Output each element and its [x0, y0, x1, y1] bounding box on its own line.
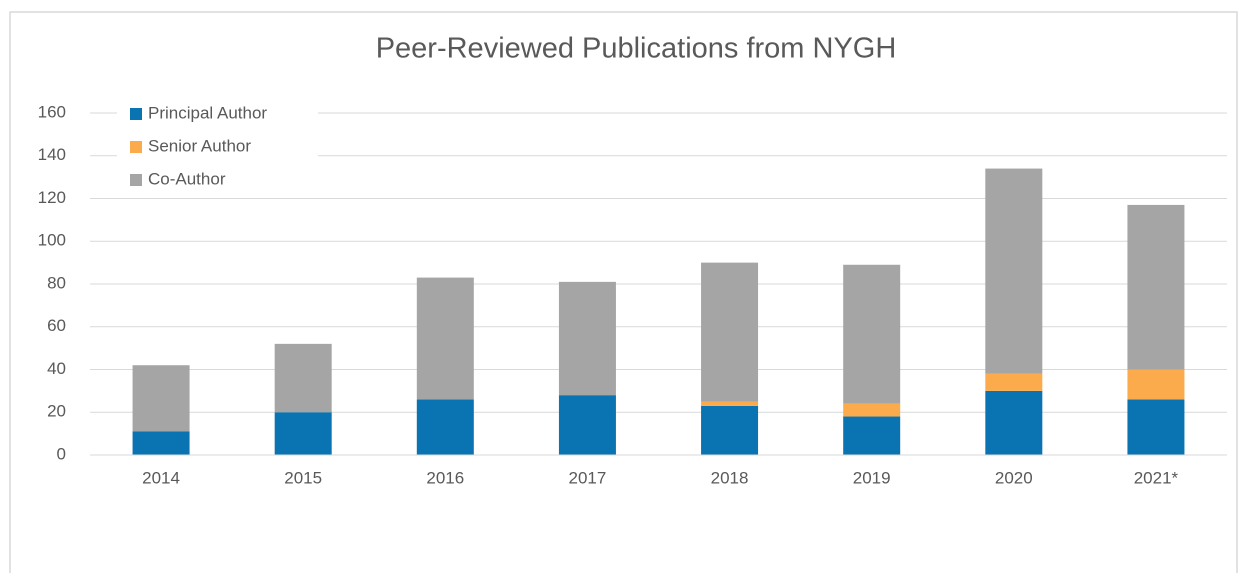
chart-frame: [9, 11, 1238, 573]
x-tick-label: 2021*: [1134, 468, 1179, 487]
bar-segment: [701, 262, 759, 402]
bar-segment: [274, 412, 332, 455]
y-tick-label: 160: [38, 102, 66, 121]
bar-segment: [416, 277, 474, 400]
bar-segment: [558, 395, 616, 455]
bar-segment: [701, 405, 759, 455]
x-tick-label: 2015: [284, 468, 322, 487]
x-tick-label: 2018: [711, 468, 749, 487]
x-tick-label: 2019: [853, 468, 891, 487]
y-tick-label: 120: [38, 188, 66, 207]
bar-segment: [1127, 204, 1185, 370]
legend-swatch: [130, 174, 142, 186]
legend-swatch: [130, 108, 142, 120]
x-tick-label: 2020: [995, 468, 1033, 487]
bar-segment: [985, 390, 1043, 455]
x-tick-label: 2016: [426, 468, 464, 487]
x-tick-label: 2014: [142, 468, 180, 487]
y-tick-label: 0: [57, 444, 66, 463]
bar-segment: [843, 403, 901, 417]
bar-segment: [843, 416, 901, 455]
chart-title: Peer-Reviewed Publications from NYGH: [376, 33, 897, 65]
bar-segment: [132, 365, 190, 432]
bar-segment: [416, 399, 474, 455]
legend-label: Principal Author: [148, 103, 267, 122]
y-tick-label: 60: [47, 316, 66, 335]
y-tick-label: 80: [47, 273, 66, 292]
legend-box: [117, 97, 318, 198]
y-tick-label: 20: [47, 402, 66, 421]
legend-swatch: [130, 141, 142, 153]
bar-segment: [701, 401, 759, 406]
y-tick-label: 40: [47, 359, 66, 378]
y-tick-label: 140: [38, 145, 66, 164]
x-tick-label: 2017: [569, 468, 607, 487]
bar-segment: [985, 373, 1043, 391]
bar-segment: [558, 281, 616, 396]
bar-segment: [1127, 369, 1185, 400]
legend-label: Senior Author: [148, 136, 251, 155]
bar-segment: [132, 431, 190, 455]
y-tick-label: 100: [38, 231, 66, 250]
legend-label: Co-Author: [148, 169, 226, 188]
bar-segment: [274, 343, 332, 413]
bar-segment: [843, 264, 901, 404]
bar-segment: [985, 168, 1043, 374]
bar-segment: [1127, 399, 1185, 455]
